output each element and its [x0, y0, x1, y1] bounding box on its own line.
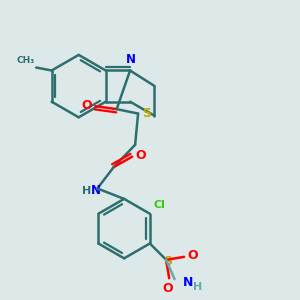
Text: N: N [126, 53, 136, 66]
Text: S: S [163, 255, 172, 268]
Text: O: O [162, 282, 173, 295]
Text: S: S [142, 107, 151, 120]
Text: Cl: Cl [153, 200, 165, 210]
Text: O: O [135, 149, 146, 162]
Text: H: H [82, 186, 91, 196]
Text: O: O [82, 99, 92, 112]
Text: N: N [91, 184, 101, 197]
Text: O: O [187, 249, 198, 262]
Text: CH₃: CH₃ [16, 56, 35, 65]
Text: N: N [183, 276, 193, 289]
Text: H: H [193, 282, 202, 292]
